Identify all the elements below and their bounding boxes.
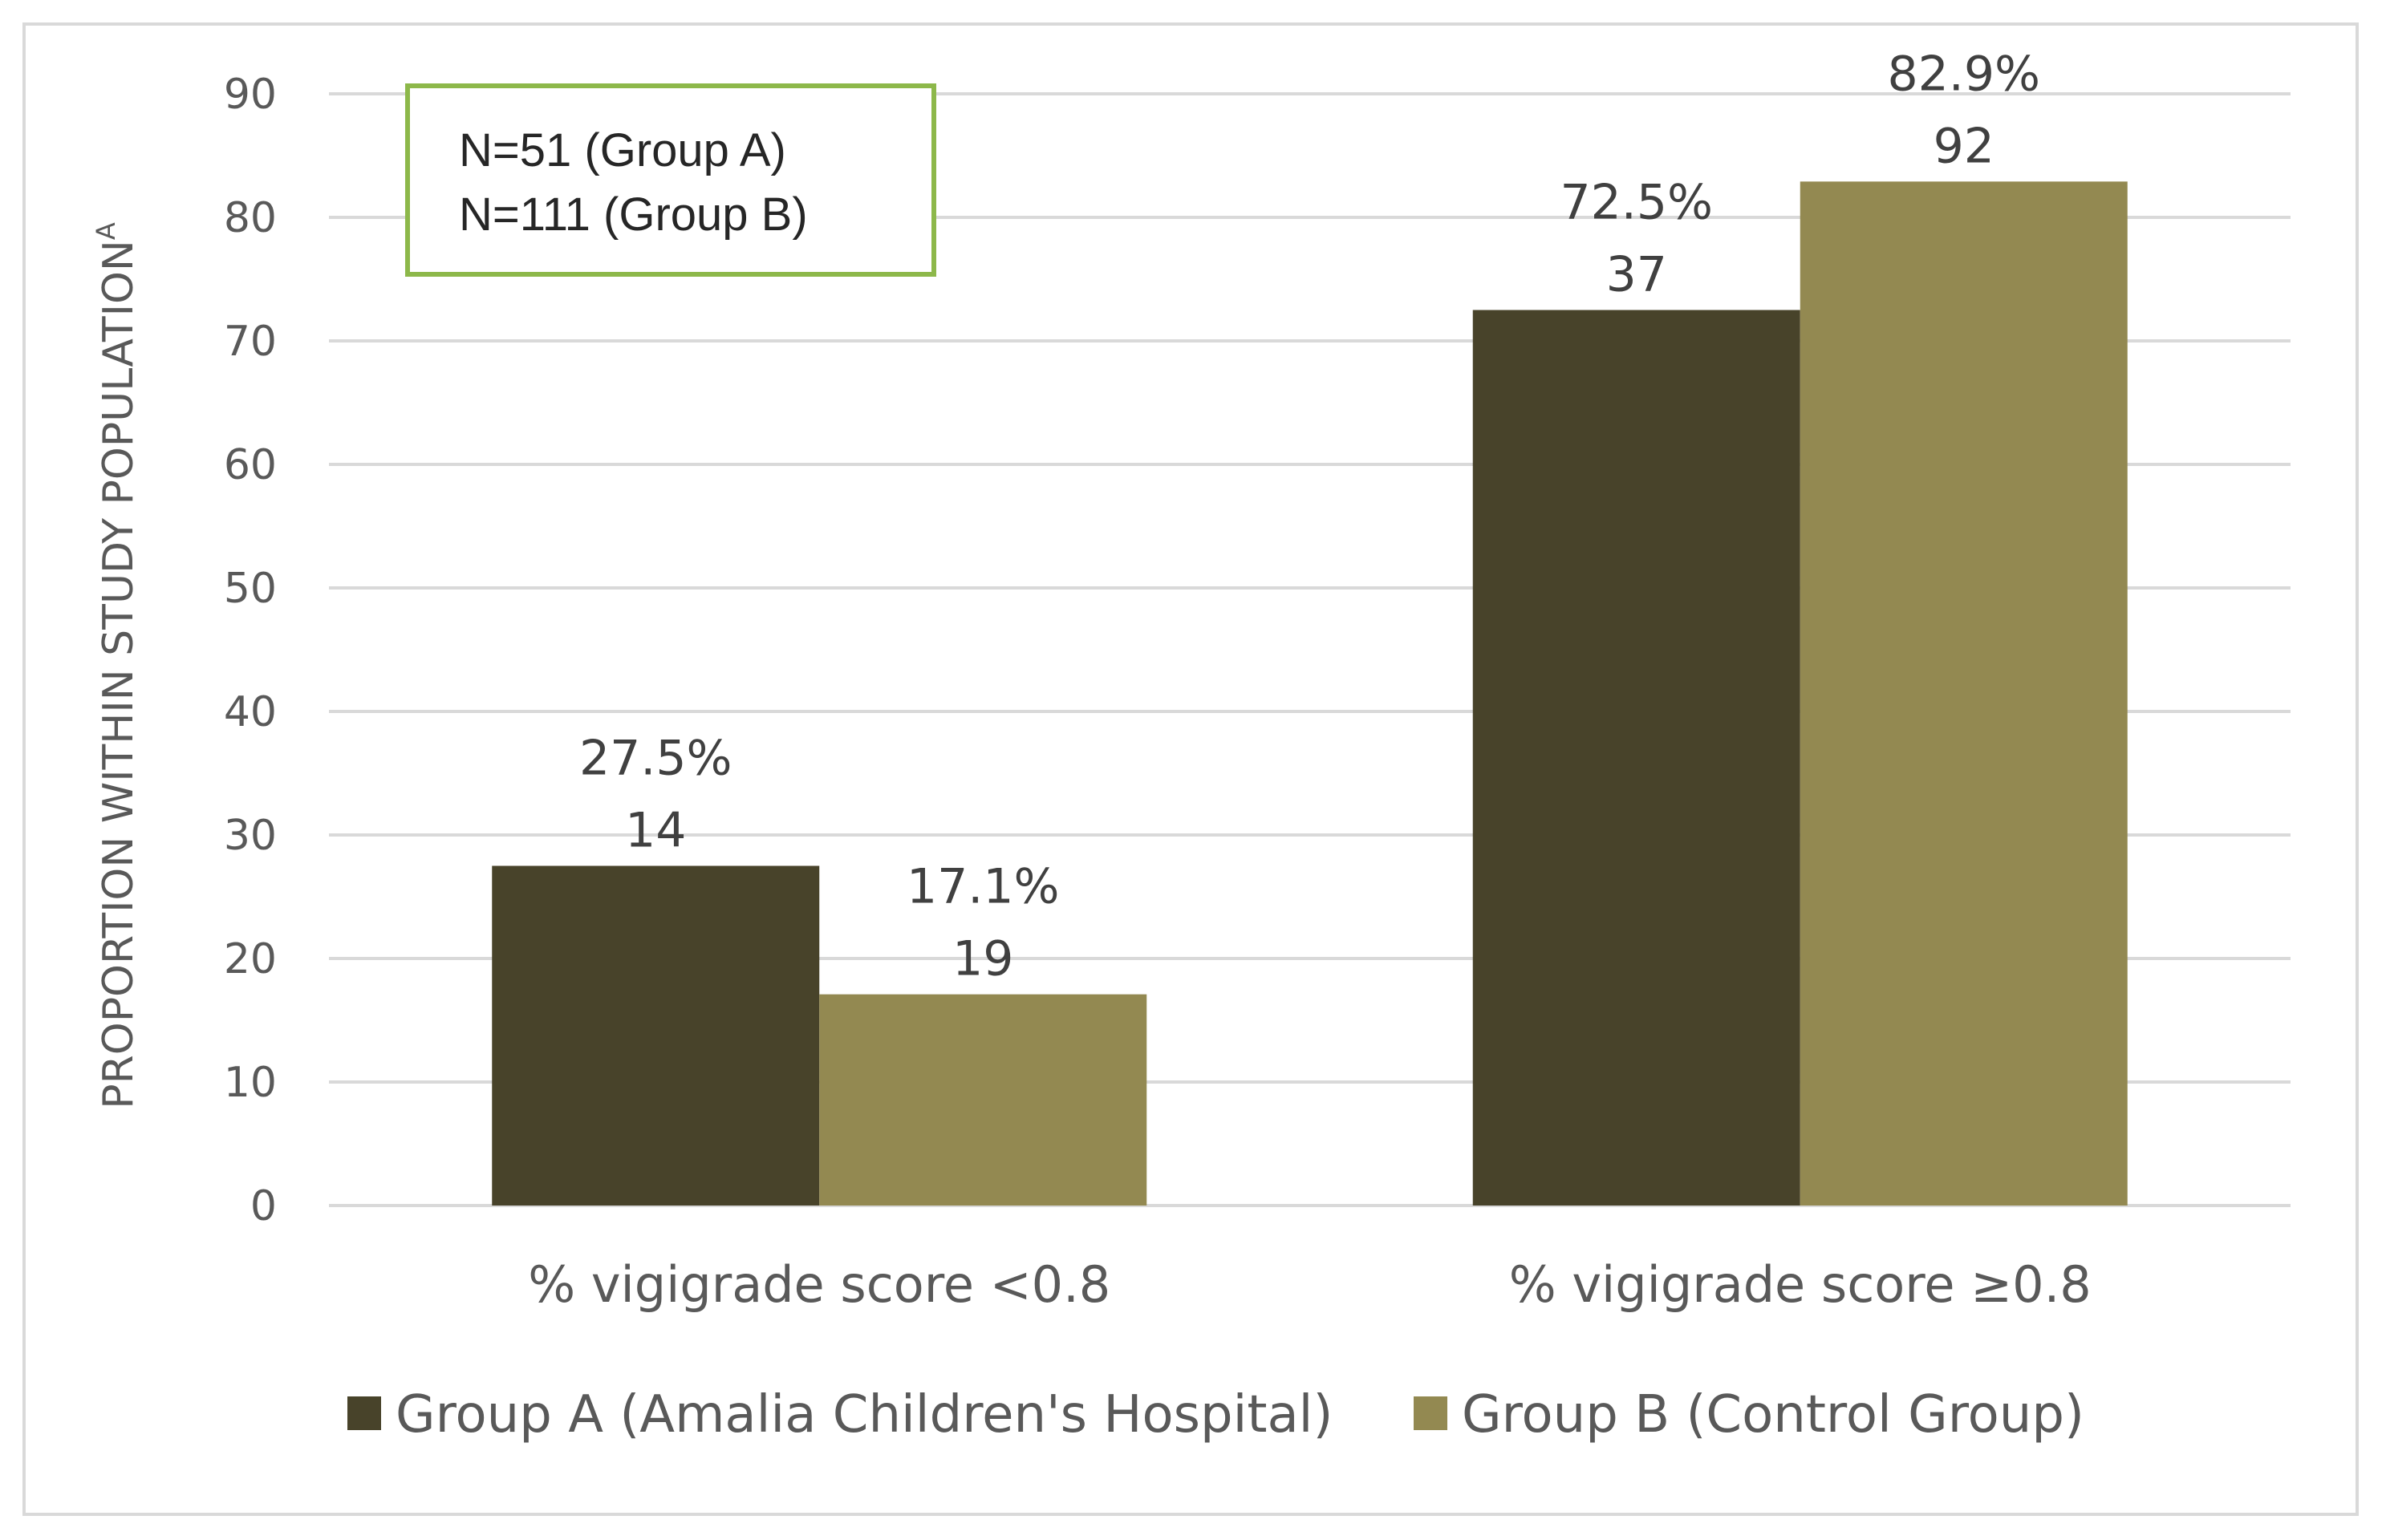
y-tick-label: 20 bbox=[224, 935, 277, 983]
annotation-line: N=51 (Group A) bbox=[459, 124, 786, 176]
legend-label: Group A (Amalia Children's Hospital) bbox=[396, 1385, 1333, 1445]
x-category-label: % vigigrade score ≥0.8 bbox=[1509, 1255, 2092, 1314]
y-axis-title: PROPORTION WITHIN STUDY POPULATIONA bbox=[91, 222, 143, 1109]
annotation-line: N=111 (Group B) bbox=[459, 188, 808, 241]
y-tick-label: 70 bbox=[224, 318, 277, 366]
bar-group-a-0 bbox=[492, 865, 820, 1206]
y-tick-label: 0 bbox=[250, 1182, 277, 1230]
bar-group-b-0 bbox=[819, 994, 1147, 1206]
data-label-count: 37 bbox=[1606, 247, 1667, 303]
legend-label: Group B (Control Group) bbox=[1462, 1385, 2084, 1445]
legend-swatch-group-a bbox=[347, 1396, 381, 1430]
y-tick-label: 50 bbox=[224, 565, 277, 613]
y-tick-label: 80 bbox=[224, 194, 277, 242]
y-tick-label: 40 bbox=[224, 688, 277, 736]
bar-group-a-1 bbox=[1472, 310, 1800, 1206]
y-tick-label: 10 bbox=[224, 1059, 277, 1107]
bar-group-b-1 bbox=[1800, 181, 2128, 1206]
data-label-percent: 17.1% bbox=[907, 859, 1060, 915]
y-axis-title-text: PROPORTION WITHIN STUDY POPULATION bbox=[95, 240, 143, 1109]
y-tick-label: 30 bbox=[224, 812, 277, 860]
data-label-percent: 72.5% bbox=[1560, 175, 1713, 231]
y-tick-label: 90 bbox=[224, 71, 277, 119]
y-axis-title-superscript: A bbox=[91, 222, 121, 240]
data-label-count: 14 bbox=[625, 803, 686, 859]
y-tick-label: 60 bbox=[224, 441, 277, 489]
data-label-count: 92 bbox=[1934, 118, 1994, 174]
data-label-count: 19 bbox=[952, 931, 1013, 987]
annotation-box bbox=[405, 83, 936, 277]
data-label-percent: 82.9% bbox=[1887, 46, 2040, 102]
legend-swatch-group-b bbox=[1414, 1396, 1447, 1430]
x-category-label: % vigigrade score <0.8 bbox=[528, 1255, 1110, 1314]
data-label-percent: 27.5% bbox=[579, 731, 732, 787]
